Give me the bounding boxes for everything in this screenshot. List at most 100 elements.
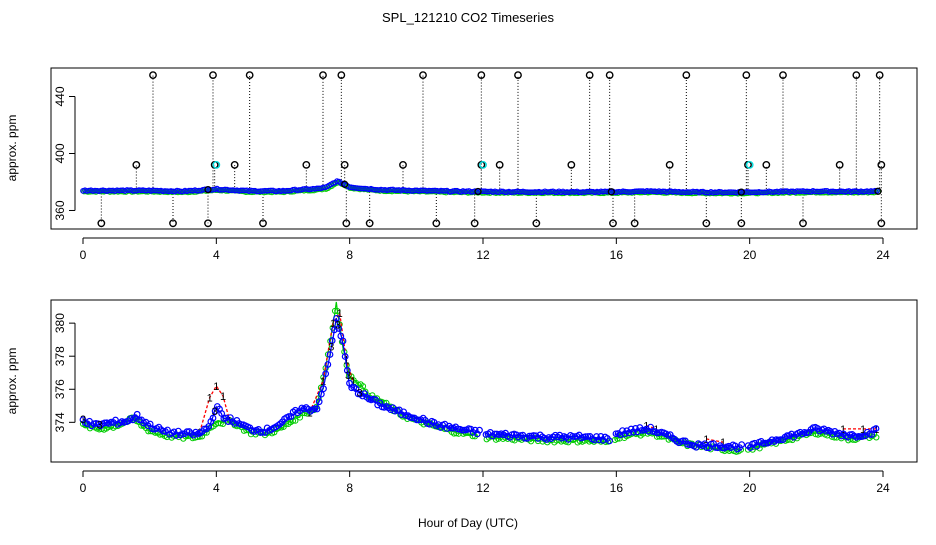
series-blue-marker (649, 428, 657, 435)
baseline-blue-marker (356, 185, 362, 192)
series-blue-marker (322, 370, 330, 378)
baseline-blue-marker (108, 187, 114, 194)
low-marker (432, 219, 441, 228)
spike-marker (337, 71, 346, 80)
series-blue-marker (606, 437, 613, 445)
baseline-blue-marker (526, 189, 532, 196)
series-blue-label: 3 (97, 420, 103, 432)
top-panel-frame (50, 67, 918, 230)
baseline-blue-marker (138, 187, 144, 194)
series-blue-marker (326, 351, 334, 358)
series-green-marker (331, 307, 339, 315)
bottom-y-tick-label: 380 (53, 313, 67, 333)
series-blue-marker (582, 433, 590, 441)
baseline-blue-marker (634, 188, 640, 195)
baseline-blue-marker (570, 188, 576, 195)
bottom-y-tick-label: 376 (53, 379, 67, 399)
baseline-blue-marker (152, 187, 158, 194)
series-blue-marker (335, 325, 343, 332)
baseline-raw-marker (874, 187, 882, 195)
baseline-green-marker (731, 190, 737, 196)
series-green-marker (82, 422, 89, 429)
baseline-blue-marker (130, 187, 136, 194)
series-blue-marker (101, 419, 109, 427)
baseline-blue-marker (310, 185, 316, 192)
top-panel-y-axis: 360 400 440 (53, 86, 76, 220)
baseline-blue-marker (730, 189, 736, 196)
top-x-tick-label: 12 (476, 248, 490, 262)
baseline-blue-marker (528, 189, 534, 196)
spike-marker (514, 71, 522, 80)
baseline-blue-marker (358, 185, 364, 192)
series-blue-marker (259, 428, 267, 436)
baseline-blue-marker (798, 188, 804, 195)
baseline-blue-marker (544, 189, 550, 195)
top-panel-x-axis: 0 4 8 12 16 20 24 (80, 237, 890, 262)
series-blue-marker (413, 416, 421, 424)
baseline-blue-marker (728, 189, 734, 195)
series-blue-label: 3 (212, 406, 218, 418)
baseline-blue-marker (194, 187, 200, 194)
baseline-blue-marker (816, 188, 822, 195)
baseline-raw-marker (607, 188, 615, 196)
baseline-green-marker (683, 190, 689, 196)
baseline-raw-marker (341, 180, 349, 188)
series-blue-marker (783, 432, 791, 440)
mid-marker (877, 160, 886, 169)
top-panel-y-label: approx. ppm (5, 115, 19, 182)
baseline-blue-marker (522, 189, 528, 195)
top-x-tick-label: 20 (743, 248, 757, 262)
spike-marker (605, 71, 614, 80)
series-blue-marker (209, 414, 217, 422)
spike-marker (585, 71, 594, 80)
baseline-blue-marker (394, 187, 400, 193)
baseline-blue-marker (136, 187, 142, 193)
cyan-marker (745, 160, 754, 169)
baseline-blue-marker (702, 189, 708, 196)
series-blue-marker (458, 426, 466, 434)
low-marker (532, 219, 541, 228)
baseline-blue-marker (314, 185, 320, 192)
baseline-blue-marker (392, 187, 398, 194)
bottom-x-tick-label: 4 (213, 481, 220, 495)
low-marker (365, 219, 374, 228)
bottom-panel-frame (50, 299, 918, 463)
series-blue-marker (313, 405, 321, 413)
baseline-blue-marker (850, 188, 856, 195)
low-marker (169, 219, 177, 228)
baseline-blue-marker (548, 188, 554, 195)
baseline-blue-marker (430, 187, 436, 194)
series-blue-marker (317, 390, 325, 398)
series-blue-marker (679, 437, 687, 445)
baseline-blue-marker (256, 188, 262, 195)
baseline-blue-marker (832, 188, 838, 195)
low-marker (877, 219, 886, 228)
spike-marker (852, 71, 861, 80)
baseline-blue-marker (508, 189, 514, 196)
bottom-y-tick-label: 378 (53, 346, 67, 366)
mid-marker (340, 160, 349, 169)
spike-marker (419, 71, 427, 80)
bottom-y-tick-label: 374 (53, 412, 67, 432)
baseline-blue-marker (218, 187, 224, 193)
series-blue-marker (476, 426, 483, 434)
baseline-blue-marker (580, 189, 586, 195)
series-blue-marker (762, 439, 769, 447)
series-green-marker (336, 321, 343, 328)
baseline-blue-marker (486, 188, 492, 195)
baseline-blue-marker (360, 185, 366, 192)
baseline-blue-marker (674, 189, 680, 195)
series-red-label: 1 (350, 376, 356, 388)
baseline-green-marker (685, 190, 691, 197)
series-blue-marker (872, 425, 880, 432)
baseline-blue-marker (438, 187, 444, 194)
series-red-label: 1 (220, 391, 226, 403)
low-marker (609, 219, 617, 228)
baseline-blue-marker (228, 187, 234, 194)
baseline-blue-marker (272, 188, 278, 195)
low-marker (470, 219, 479, 228)
series-green-marker (292, 417, 299, 424)
low-marker (737, 219, 746, 228)
baseline-blue-marker (720, 189, 726, 196)
bottom-panel-y-axis: 374 376 378 380 (53, 313, 76, 432)
